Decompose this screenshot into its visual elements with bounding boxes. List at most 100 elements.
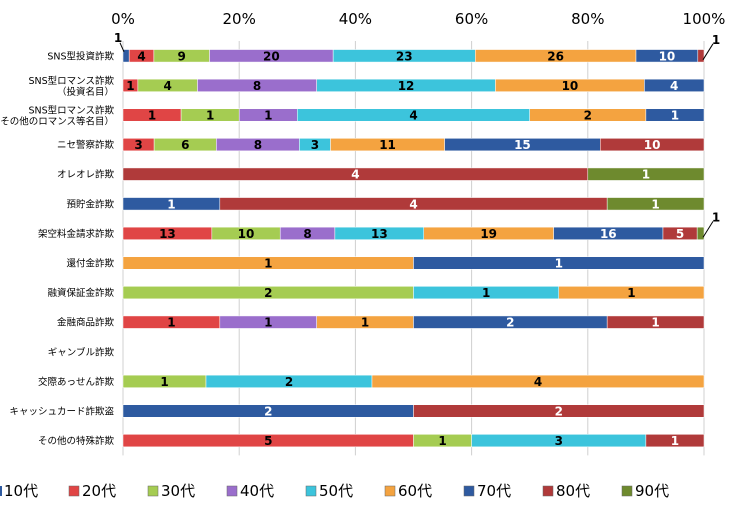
data-label: 1	[651, 316, 659, 330]
data-label: 1	[126, 79, 134, 93]
category-label: 架空料金請求詐欺	[38, 228, 115, 240]
bar-segment	[645, 108, 705, 122]
legend-swatch	[384, 485, 396, 497]
data-label: 4	[670, 79, 678, 93]
axes: 0% 20% 40% 60% 80% 100%SNS型投資詐欺SNS型ロマンス詐欺（投資名…	[0, 10, 725, 447]
data-label: 20	[263, 49, 280, 63]
legend-swatch	[0, 486, 2, 496]
x-tick-label: 20%	[223, 10, 256, 28]
data-label: 1	[264, 109, 272, 123]
data-label: 2	[264, 286, 272, 300]
legend-label: 30代	[161, 482, 195, 500]
data-label: 3	[555, 434, 563, 448]
data-label: 8	[254, 138, 262, 152]
data-label: 2	[264, 405, 272, 419]
bar-segment	[413, 256, 705, 270]
data-label: 12	[398, 79, 415, 93]
bar-segment	[371, 374, 705, 388]
legend-label: 90代	[635, 482, 669, 500]
data-label: 5	[676, 227, 684, 241]
data-label: 3	[134, 138, 142, 152]
data-label: 13	[371, 227, 388, 241]
legend-label: 20代	[82, 482, 116, 500]
x-tick-label: 100%	[683, 10, 726, 28]
data-label: 1	[482, 286, 490, 300]
legend-swatch	[463, 485, 475, 497]
data-label: 2	[285, 375, 293, 389]
data-label: 4	[351, 168, 359, 182]
legend-label: 70代	[477, 482, 511, 500]
bar-segment	[697, 49, 705, 63]
legend-swatch	[68, 485, 80, 497]
data-label: 26	[547, 49, 564, 63]
bar-segment	[606, 315, 705, 329]
category-label: ニセ警察詐欺	[57, 139, 115, 151]
category-label: ギャンブル詐欺	[48, 346, 115, 358]
bars	[122, 49, 705, 448]
data-label: 4	[137, 49, 145, 63]
legend-label: 40代	[240, 482, 274, 500]
data-label: 1	[627, 286, 635, 300]
data-label: 9	[178, 49, 186, 63]
data-label: 1	[361, 316, 369, 330]
data-label: 13	[159, 227, 176, 241]
x-tick-label: 60%	[455, 10, 488, 28]
category-label-line: （その他のロマンス等名目）	[0, 116, 114, 128]
category-label: キャッシュカード詐欺盗	[9, 406, 114, 418]
legend-label: 50代	[319, 482, 353, 500]
callout-line	[702, 43, 714, 61]
data-labels: 4 9 20 23 26 101 4 8 12 10 41 1 1 4 2 13 6 8 3 11 15 104 11 4 11…	[114, 31, 720, 448]
data-label: 1	[642, 168, 650, 182]
bar-segment	[558, 286, 705, 300]
bar-segment	[606, 197, 705, 211]
data-label: 5	[264, 434, 272, 448]
category-label: 預貯金詐欺	[66, 198, 114, 210]
legend-swatch	[542, 485, 554, 497]
legend-label: 60代	[398, 482, 432, 500]
data-label: 1	[206, 109, 214, 123]
data-label: 1	[167, 316, 175, 330]
bar-segment	[696, 226, 705, 240]
data-label: 2	[584, 109, 592, 123]
x-tick-label: 80%	[571, 10, 604, 28]
bar-segment	[600, 138, 705, 152]
data-label: 1	[712, 33, 720, 47]
category-label: SNS型投資詐欺	[47, 50, 114, 62]
data-label: 1	[555, 257, 563, 271]
legend-label: 80代	[556, 482, 590, 500]
data-label: 1	[114, 31, 122, 45]
data-label: 2	[506, 316, 514, 330]
category-label: オレオレ詐欺	[57, 169, 115, 181]
category-label: SNS型ロマンス詐欺（投資名目）	[29, 75, 115, 98]
category-label-line: SNS型ロマンス詐欺	[29, 105, 115, 117]
legend-swatch	[147, 485, 159, 497]
legend-label: 10代	[4, 482, 38, 500]
category-label: 融資保証金詐欺	[47, 287, 114, 299]
data-label: 4	[409, 109, 417, 123]
data-label: 19	[480, 227, 497, 241]
data-label: 4	[164, 79, 172, 93]
legend: 10代 20代 30代 40代 50代 60代 70代 80代 90代	[0, 482, 669, 500]
data-label: 23	[396, 49, 413, 63]
data-label: 1	[712, 210, 720, 224]
category-label: その他の特殊詐欺	[38, 435, 115, 447]
data-label: 2	[555, 405, 563, 419]
data-label: 8	[303, 227, 311, 241]
data-label: 10	[562, 79, 579, 93]
bar-segment	[644, 78, 705, 92]
data-label: 10	[659, 49, 676, 63]
legend-swatch	[226, 485, 238, 497]
data-label: 6	[181, 138, 189, 152]
callout-line	[119, 42, 125, 53]
data-label: 1	[264, 257, 272, 271]
category-label: 交際あっせん詐欺	[38, 376, 115, 388]
bar-segment	[587, 167, 705, 181]
category-label: 金融商品詐欺	[57, 317, 115, 329]
category-label-line: SNS型ロマンス詐欺	[29, 75, 115, 87]
data-label: 1	[651, 197, 659, 211]
category-label: 還付金詐欺	[66, 258, 114, 270]
data-label: 1	[148, 109, 156, 123]
bar-segment	[413, 404, 705, 418]
data-label: 4	[409, 197, 417, 211]
callout-line	[702, 221, 714, 238]
